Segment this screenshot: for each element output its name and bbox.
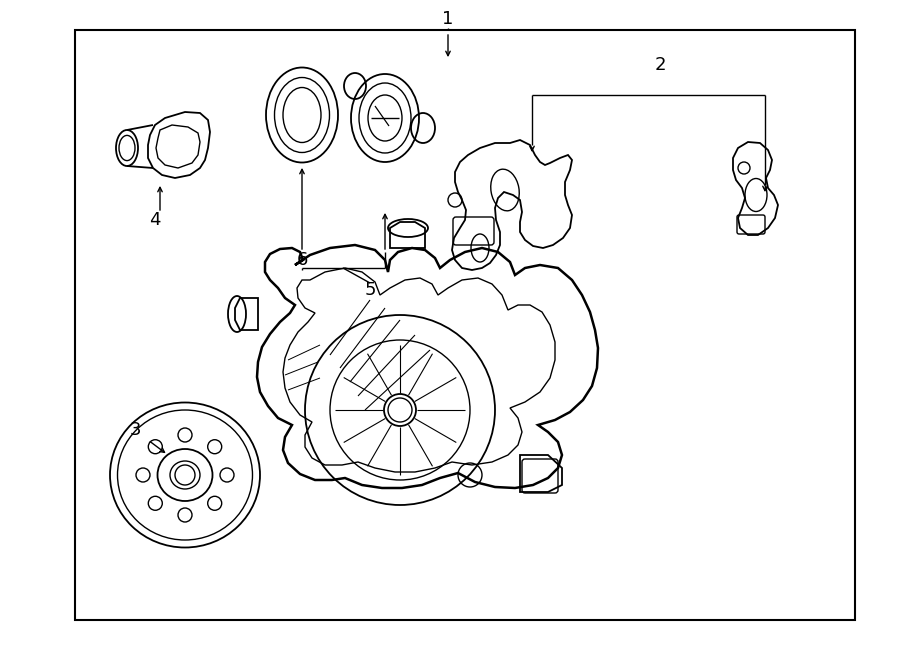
- Text: 1: 1: [442, 10, 454, 28]
- Text: 6: 6: [296, 251, 308, 269]
- Text: 4: 4: [149, 211, 161, 229]
- Text: 2: 2: [654, 56, 666, 74]
- Text: 5: 5: [364, 281, 376, 299]
- Bar: [75, 30, 855, 620]
- Text: 3: 3: [130, 421, 140, 439]
